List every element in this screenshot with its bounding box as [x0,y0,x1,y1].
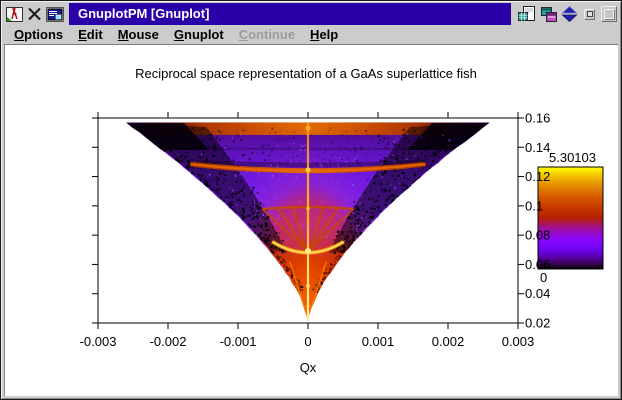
x-tick-label: 0.002 [432,334,465,349]
y-tick-label: 0.06 [525,257,550,272]
x-tick-label: 0.001 [362,334,395,349]
menu-item-gnuplot[interactable]: Gnuplot [173,27,224,42]
y-tick-label: 0.08 [525,228,550,243]
y-tick-label: 0.12 [525,169,550,184]
y-tick-label: 0.1 [525,198,543,213]
x-tick-label: -0.003 [80,334,117,349]
cascade-windows-icon[interactable] [540,5,557,23]
colorbar-max-label: 5.30103 [549,150,596,165]
minimize-icon[interactable] [584,8,595,20]
y-tick-label: 0.04 [525,286,550,301]
system-menu-icon[interactable] [46,5,64,23]
plot-window-content: Reciprocal space representation of a GaA… [4,45,618,396]
menu-item-options[interactable]: Options [14,27,64,42]
y-tick-label: 0.14 [525,140,550,155]
colorbar [537,166,604,270]
titlebar[interactable]: GnuplotPM [Gnuplot] [4,3,618,25]
menu-item-edit[interactable]: Edit [78,27,103,42]
x-tick-label: 0.003 [502,334,535,349]
menu-item-help[interactable]: Help [310,27,339,42]
split-updown-icon[interactable] [561,5,578,23]
menu-item-mouse[interactable]: Mouse [117,27,159,42]
copy-to-clipboard-icon[interactable] [517,5,536,23]
menu-item-continue: Continue [238,27,296,42]
x-tick-label: -0.001 [220,334,257,349]
maximize-icon[interactable] [601,6,617,22]
menubar: Options Edit Mouse Gnuplot Continue Help [4,25,618,45]
gnuplot-app-icon[interactable] [6,5,23,23]
y-tick-label: 0.02 [525,316,550,331]
plot-title: Reciprocal space representation of a GaA… [135,66,477,81]
titlebar-title[interactable]: GnuplotPM [Gnuplot] [69,3,511,25]
colorbar-min-label: 0 [540,270,547,285]
y-tick-label: 0.16 [525,111,550,126]
x-axis-label: Qx [300,360,317,375]
plot-canvas[interactable]: Reciprocal space representation of a GaA… [5,45,620,398]
close-icon[interactable] [27,5,42,23]
fish-heatmap [126,122,490,321]
x-tick-label: 0 [304,334,311,349]
x-tick-label: -0.002 [150,334,187,349]
